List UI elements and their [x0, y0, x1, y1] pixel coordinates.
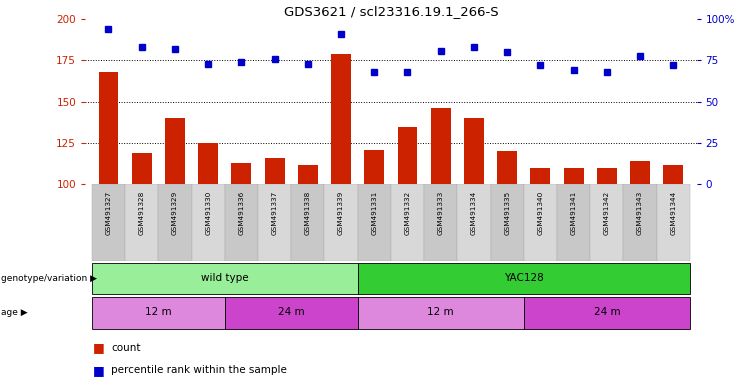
Bar — [657, 184, 690, 261]
Bar — [663, 164, 683, 184]
Bar — [225, 184, 258, 261]
Text: GSM491339: GSM491339 — [338, 190, 344, 235]
Text: GSM491343: GSM491343 — [637, 190, 643, 235]
Bar — [630, 161, 650, 184]
Bar — [125, 184, 159, 261]
Text: GSM491332: GSM491332 — [405, 190, 411, 235]
Bar — [99, 72, 119, 184]
Text: GSM491337: GSM491337 — [272, 190, 278, 235]
Bar — [165, 118, 185, 184]
Bar — [623, 184, 657, 261]
Text: 24 m: 24 m — [594, 307, 620, 317]
Title: GDS3621 / scl23316.19.1_266-S: GDS3621 / scl23316.19.1_266-S — [284, 5, 498, 18]
Bar — [92, 184, 125, 261]
Bar — [524, 297, 690, 328]
Text: ■: ■ — [93, 364, 104, 377]
Text: age ▶: age ▶ — [1, 308, 28, 318]
Bar — [265, 158, 285, 184]
Bar — [531, 168, 551, 184]
Text: 12 m: 12 m — [428, 307, 454, 317]
Text: ■: ■ — [93, 341, 104, 354]
Text: GSM491344: GSM491344 — [671, 190, 677, 235]
Bar — [92, 297, 225, 328]
Text: percentile rank within the sample: percentile rank within the sample — [111, 365, 287, 375]
Text: GSM491327: GSM491327 — [105, 190, 111, 235]
Text: GSM491336: GSM491336 — [239, 190, 245, 235]
Bar — [391, 184, 424, 261]
Bar — [325, 184, 358, 261]
Text: genotype/variation ▶: genotype/variation ▶ — [1, 274, 98, 283]
Bar — [191, 184, 225, 261]
Text: GSM491338: GSM491338 — [305, 190, 310, 235]
Bar — [358, 263, 690, 294]
Text: YAC128: YAC128 — [504, 273, 544, 283]
Text: GSM491340: GSM491340 — [537, 190, 543, 235]
Bar — [431, 108, 451, 184]
Bar — [358, 297, 524, 328]
Bar — [258, 184, 291, 261]
Bar — [424, 184, 457, 261]
Text: GSM491329: GSM491329 — [172, 190, 178, 235]
Bar — [225, 297, 358, 328]
Text: GSM491335: GSM491335 — [504, 190, 510, 235]
Bar — [397, 127, 417, 184]
Bar — [497, 151, 517, 184]
Text: 24 m: 24 m — [278, 307, 305, 317]
Bar — [597, 168, 617, 184]
Text: count: count — [111, 343, 141, 353]
Bar — [298, 164, 318, 184]
Text: GSM491341: GSM491341 — [571, 190, 576, 235]
Text: GSM491342: GSM491342 — [604, 190, 610, 235]
Bar — [524, 184, 557, 261]
Bar — [557, 184, 591, 261]
Text: GSM491334: GSM491334 — [471, 190, 477, 235]
Bar — [291, 184, 325, 261]
Bar — [457, 184, 491, 261]
Bar — [464, 118, 484, 184]
Bar — [231, 163, 251, 184]
Text: GSM491328: GSM491328 — [139, 190, 144, 235]
Text: GSM491333: GSM491333 — [438, 190, 444, 235]
Bar — [331, 54, 351, 184]
Bar — [491, 184, 524, 261]
Bar — [358, 184, 391, 261]
Bar — [365, 150, 385, 184]
Bar — [564, 168, 584, 184]
Bar — [92, 263, 358, 294]
Bar — [591, 184, 623, 261]
Text: GSM491330: GSM491330 — [205, 190, 211, 235]
Text: 12 m: 12 m — [145, 307, 172, 317]
Bar — [159, 184, 191, 261]
Bar — [198, 143, 218, 184]
Text: wild type: wild type — [201, 273, 248, 283]
Bar — [132, 153, 152, 184]
Text: GSM491331: GSM491331 — [371, 190, 377, 235]
